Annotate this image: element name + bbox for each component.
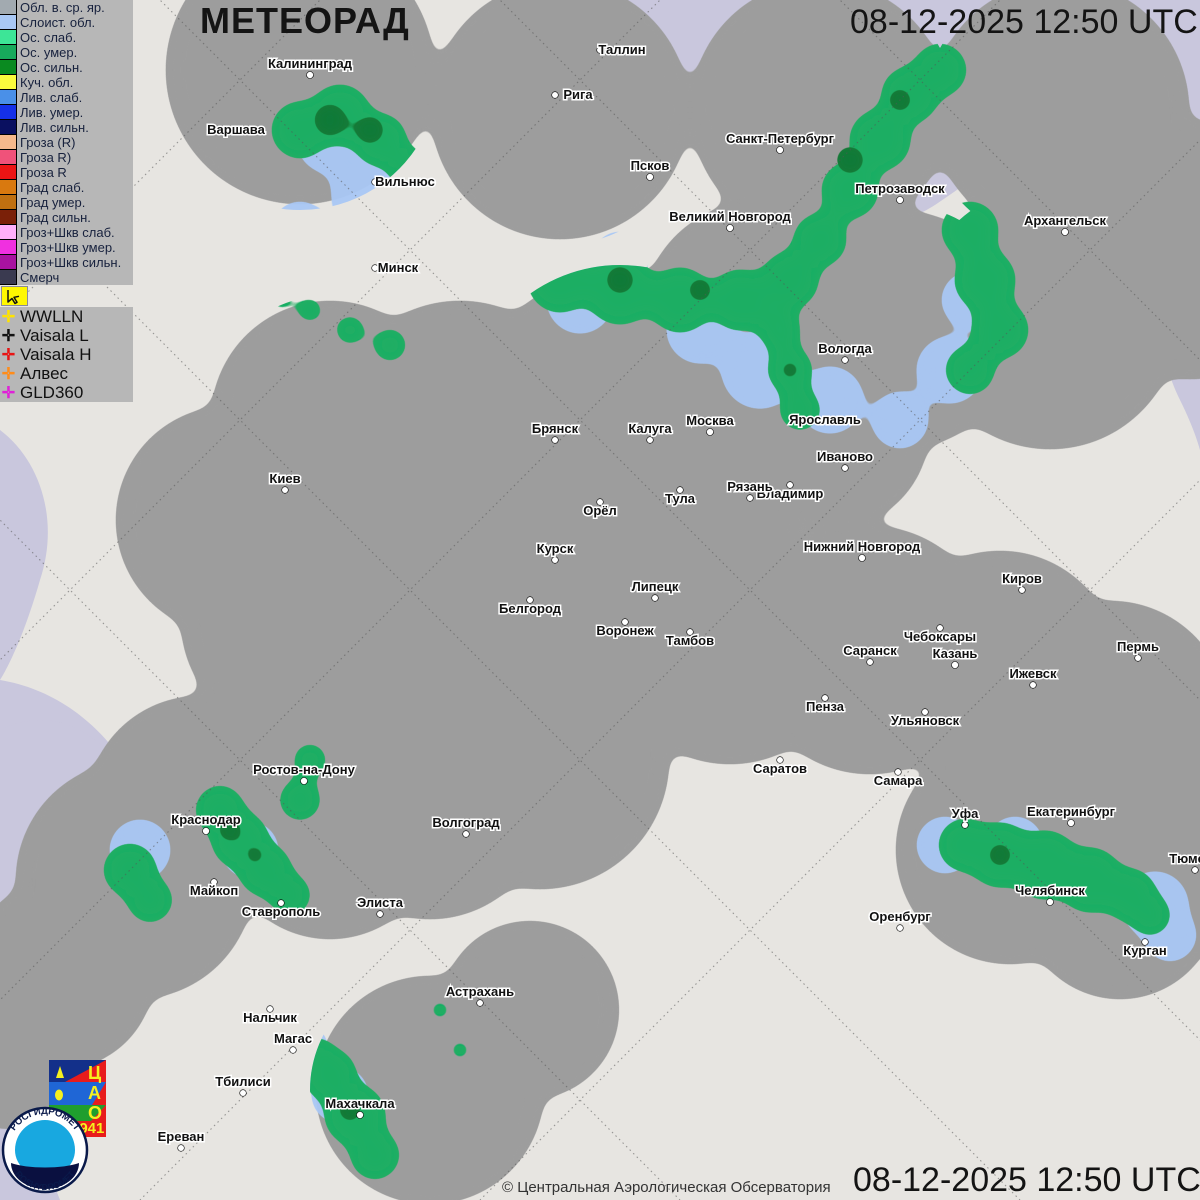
svg-text:Ереван: Ереван: [158, 1129, 205, 1144]
svg-text:Варшава: Варшава: [207, 122, 265, 137]
svg-text:Волгоград: Волгоград: [432, 815, 500, 830]
svg-text:Екатеринбург: Екатеринбург: [1027, 804, 1116, 819]
svg-text:Нижний Новгород: Нижний Новгород: [804, 539, 921, 554]
svg-text:Белгород: Белгород: [499, 601, 562, 616]
svg-text:Киев: Киев: [269, 471, 300, 486]
svg-text:Астрахань: Астрахань: [446, 984, 514, 999]
svg-text:Майкоп: Майкоп: [190, 883, 238, 898]
svg-text:Самара: Самара: [874, 773, 923, 788]
svg-text:Казань: Казань: [933, 646, 978, 661]
svg-text:Челябинск: Челябинск: [1015, 883, 1085, 898]
svg-text:Саратов: Саратов: [753, 761, 807, 776]
svg-text:Москва: Москва: [686, 413, 734, 428]
svg-text:Великий Новгород: Великий Новгород: [669, 209, 791, 224]
svg-text:Уфа: Уфа: [952, 806, 979, 821]
svg-text:Ульяновск: Ульяновск: [891, 713, 960, 728]
svg-text:Киров: Киров: [1002, 571, 1042, 586]
svg-text:Пенза: Пенза: [806, 699, 845, 714]
svg-text:Калининград: Калининград: [268, 56, 353, 71]
svg-text:Таллин: Таллин: [598, 42, 645, 57]
svg-text:Рига: Рига: [563, 87, 593, 102]
svg-text:Элиста: Элиста: [357, 895, 404, 910]
svg-text:Ставрополь: Ставрополь: [242, 904, 321, 919]
svg-text:Минск: Минск: [378, 260, 419, 275]
svg-text:Курган: Курган: [1123, 943, 1166, 958]
svg-text:Вологда: Вологда: [818, 341, 872, 356]
svg-text:Орёл: Орёл: [583, 503, 617, 518]
svg-text:Саранск: Саранск: [843, 643, 897, 658]
svg-text:Тула: Тула: [665, 491, 696, 506]
svg-text:Курск: Курск: [537, 541, 574, 556]
svg-text:Ярославль: Ярославль: [789, 412, 861, 427]
svg-text:Махачкала: Махачкала: [325, 1096, 395, 1111]
svg-text:Калуга: Калуга: [628, 421, 672, 436]
svg-text:Ц: Ц: [88, 1063, 102, 1083]
svg-text:Магас: Магас: [274, 1031, 312, 1046]
svg-text:© Центральная Аэрологическая О: © Центральная Аэрологическая Обсерватори…: [502, 1179, 831, 1196]
svg-text:Тамбов: Тамбов: [666, 633, 714, 648]
svg-text:Ижевск: Ижевск: [1009, 666, 1057, 681]
svg-text:Чебоксары: Чебоксары: [904, 629, 976, 644]
svg-text:Ростов-на-Дону: Ростов-на-Дону: [253, 762, 355, 777]
svg-text:Рязань: Рязань: [727, 479, 772, 494]
svg-text:Тюмень: Тюмень: [1169, 851, 1200, 866]
svg-text:Архангельск: Архангельск: [1024, 213, 1107, 228]
svg-text:Липецк: Липецк: [632, 579, 679, 594]
svg-text:МЕТЕОРАД: МЕТЕОРАД: [200, 0, 410, 41]
svg-text:Брянск: Брянск: [532, 421, 579, 436]
svg-text:08-12-2025 12:50 UTC: 08-12-2025 12:50 UTC: [853, 1161, 1200, 1199]
svg-text:Оренбург: Оренбург: [869, 909, 931, 924]
svg-text:Воронеж: Воронеж: [596, 623, 654, 638]
svg-text:Санкт-Петербург: Санкт-Петербург: [726, 131, 835, 146]
svg-text:Нальчик: Нальчик: [243, 1010, 297, 1025]
svg-text:08-12-2025 12:50 UTC: 08-12-2025 12:50 UTC: [850, 3, 1198, 41]
svg-text:Иваново: Иваново: [817, 449, 873, 464]
svg-text:Тбилиси: Тбилиси: [215, 1074, 270, 1089]
svg-text:Вильнюс: Вильнюс: [375, 174, 435, 189]
svg-text:А: А: [88, 1083, 101, 1103]
svg-text:Петрозаводск: Петрозаводск: [855, 181, 945, 196]
svg-text:Пермь: Пермь: [1117, 639, 1159, 654]
svg-text:Псков: Псков: [631, 158, 670, 173]
svg-text:Краснодар: Краснодар: [171, 812, 240, 827]
